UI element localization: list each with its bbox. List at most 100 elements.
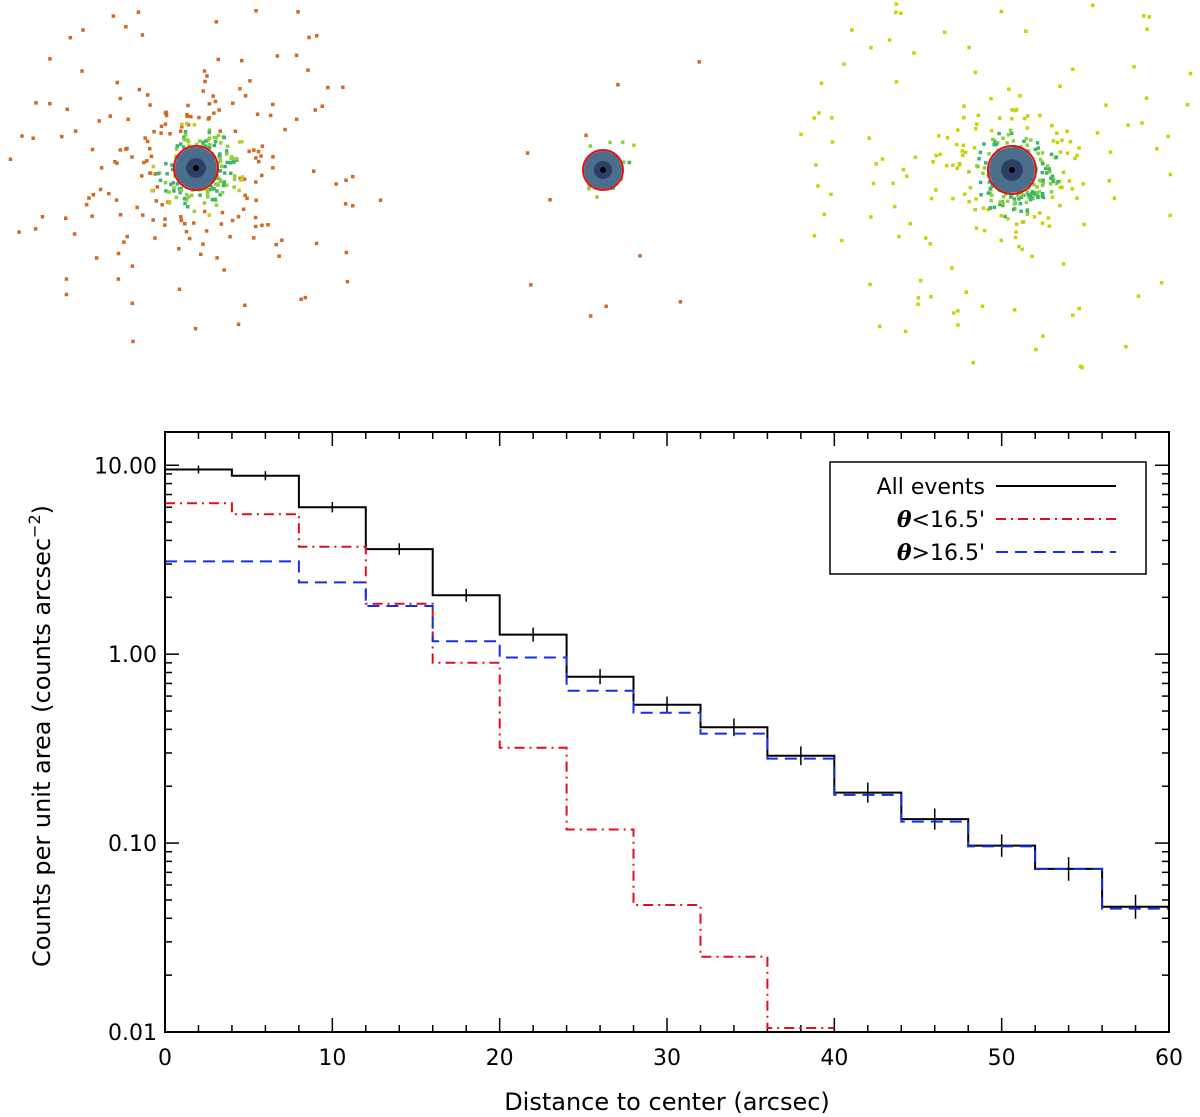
image-pixel bbox=[975, 122, 979, 126]
image-pixel bbox=[151, 164, 156, 169]
image-pixel bbox=[1104, 103, 1108, 107]
series-line-theta-lt bbox=[165, 502, 835, 1029]
image-pixel bbox=[908, 221, 913, 226]
image-pixel bbox=[200, 142, 205, 147]
image-pixel bbox=[1132, 65, 1136, 69]
image-pixel bbox=[1040, 170, 1044, 175]
image-pixel bbox=[894, 2, 899, 6]
y-tick-label: 0.10 bbox=[108, 832, 157, 857]
image-pixel bbox=[893, 204, 897, 209]
image-pixel bbox=[158, 178, 163, 183]
image-pixel bbox=[869, 215, 873, 219]
image-pixel bbox=[960, 149, 964, 153]
image-pixel bbox=[1014, 222, 1019, 226]
image-pixel bbox=[588, 144, 592, 148]
image-pixel bbox=[977, 157, 981, 161]
image-pixel bbox=[163, 217, 167, 221]
image-pixel bbox=[205, 191, 210, 195]
image-pixel bbox=[185, 192, 189, 197]
image-pixel bbox=[962, 104, 966, 108]
image-pixel bbox=[974, 127, 978, 131]
legend-label: θ<16.5' bbox=[897, 507, 985, 533]
image-pixel bbox=[73, 129, 78, 133]
image-pixel bbox=[225, 183, 229, 187]
image-pixel bbox=[903, 329, 908, 334]
image-pixel bbox=[978, 150, 983, 155]
image-pixel bbox=[814, 163, 818, 167]
image-pixel bbox=[218, 169, 223, 173]
image-pixel bbox=[306, 68, 310, 72]
image-pixel bbox=[1012, 308, 1017, 312]
image-pixel bbox=[1025, 126, 1030, 130]
image-pixel bbox=[1185, 103, 1190, 107]
image-pixel bbox=[1039, 179, 1043, 183]
image-pixel bbox=[294, 53, 299, 58]
image-pixel bbox=[237, 188, 241, 193]
image-pixel bbox=[981, 206, 986, 210]
image-pixel bbox=[222, 268, 226, 272]
image-pixel bbox=[115, 161, 119, 165]
image-pixel bbox=[174, 147, 179, 151]
image-pixel bbox=[1051, 179, 1055, 184]
image-pixel bbox=[1035, 141, 1040, 145]
image-pixel bbox=[186, 103, 190, 108]
image-pixel bbox=[192, 221, 196, 225]
image-pixel bbox=[954, 142, 959, 147]
image-pixel bbox=[122, 240, 126, 244]
image-pixel bbox=[351, 204, 355, 208]
image-pixel bbox=[1001, 201, 1005, 205]
image-pixel bbox=[991, 137, 995, 142]
image-pixel bbox=[130, 155, 134, 159]
image-pixel bbox=[1017, 197, 1021, 201]
image-pixel bbox=[219, 164, 224, 168]
image-pixel bbox=[899, 11, 903, 15]
image-pixel bbox=[187, 236, 192, 241]
image-pixel bbox=[1049, 176, 1053, 180]
image-pixel bbox=[1003, 214, 1007, 219]
image-pixel bbox=[216, 57, 220, 62]
image-pixel bbox=[214, 135, 218, 140]
y-axis-title: Counts per unit area (counts arcsec−2) bbox=[25, 505, 56, 967]
image-pixel bbox=[1032, 183, 1036, 187]
source-panel-right bbox=[799, 2, 1193, 370]
extraction-circle bbox=[987, 145, 1037, 195]
image-pixel bbox=[697, 60, 701, 64]
image-pixel bbox=[1055, 131, 1059, 135]
image-pixel bbox=[156, 171, 160, 176]
image-pixel bbox=[107, 191, 111, 196]
image-pixel bbox=[1025, 143, 1029, 147]
image-pixel bbox=[1041, 178, 1045, 182]
image-pixel bbox=[931, 160, 935, 164]
image-pixel bbox=[179, 218, 184, 223]
image-pixel bbox=[894, 80, 899, 84]
image-pixel bbox=[979, 193, 983, 197]
image-pixel bbox=[951, 196, 955, 201]
image-pixel bbox=[174, 195, 179, 200]
image-pixel bbox=[314, 241, 319, 246]
image-pixel bbox=[1041, 181, 1046, 185]
image-pixel bbox=[1091, 3, 1095, 8]
image-pixel bbox=[223, 164, 227, 169]
image-pixel bbox=[913, 155, 918, 160]
image-pixel bbox=[197, 115, 201, 120]
image-pixel bbox=[1108, 150, 1113, 154]
image-pixel bbox=[178, 129, 183, 133]
image-pixel bbox=[207, 116, 211, 120]
image-pixel bbox=[198, 139, 202, 143]
y-tick-label: 0.01 bbox=[108, 1021, 157, 1046]
image-pixel bbox=[236, 214, 241, 219]
image-pixel bbox=[299, 297, 303, 301]
image-pixel bbox=[968, 185, 973, 190]
image-pixel bbox=[60, 134, 64, 139]
image-pixel bbox=[901, 168, 906, 172]
image-pixel bbox=[171, 181, 175, 185]
image-pixel bbox=[1107, 179, 1111, 183]
image-pixel bbox=[1040, 162, 1045, 166]
image-pixel bbox=[116, 277, 121, 281]
image-pixel bbox=[277, 254, 281, 258]
image-pixel bbox=[225, 160, 229, 165]
image-pixel bbox=[1027, 149, 1031, 153]
image-pixel bbox=[999, 9, 1004, 14]
image-pixel bbox=[1029, 138, 1033, 142]
image-pixel bbox=[234, 156, 239, 161]
